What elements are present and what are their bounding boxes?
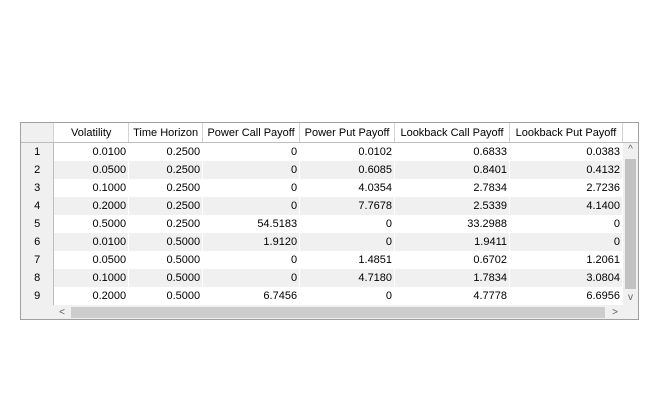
table-cell[interactable]: 54.5183: [202, 215, 301, 233]
table-cell[interactable]: 0: [509, 233, 623, 251]
row-header[interactable]: 5: [21, 215, 55, 233]
table-cell[interactable]: 0.5000: [128, 287, 204, 305]
table-cell[interactable]: 1.7834: [394, 269, 510, 287]
table-row[interactable]: 5 0.5000 0.2500 54.5183 0 33.2988 0: [21, 215, 623, 233]
table-cell[interactable]: 0.5000: [128, 269, 204, 287]
vertical-scroll-thumb[interactable]: [625, 159, 636, 289]
table-cell[interactable]: 0.8401: [394, 161, 510, 179]
row-header[interactable]: 4: [21, 197, 55, 215]
chevron-left-icon[interactable]: <: [59, 307, 65, 318]
table-cell[interactable]: 0.2500: [128, 179, 204, 197]
chevron-right-icon[interactable]: >: [612, 307, 618, 318]
horizontal-scroll-thumb[interactable]: [71, 307, 605, 318]
row-header[interactable]: 6: [21, 233, 55, 251]
table-cell[interactable]: 0.1000: [53, 179, 130, 197]
table-cell[interactable]: 0.5000: [128, 233, 204, 251]
table-cell[interactable]: 0: [299, 233, 396, 251]
table-cell[interactable]: 0: [509, 215, 623, 233]
table-cell[interactable]: 0: [202, 142, 301, 161]
table-cell[interactable]: 0.2500: [128, 161, 204, 179]
table-cell[interactable]: 0.0500: [53, 161, 130, 179]
table-cell[interactable]: 0.2500: [128, 142, 204, 161]
row-header[interactable]: 3: [21, 179, 55, 197]
table-cell[interactable]: 0.6702: [394, 251, 510, 269]
column-header-power-put-payoff[interactable]: Power Put Payoff: [299, 123, 396, 143]
table-cell[interactable]: 0: [299, 287, 396, 305]
table-cell[interactable]: 0.5000: [53, 215, 130, 233]
table-row[interactable]: 4 0.2000 0.2500 0 7.7678 2.5339 4.1400: [21, 197, 623, 215]
table-cell[interactable]: 0.0100: [53, 142, 130, 161]
row-header[interactable]: 8: [21, 269, 55, 287]
table-cell[interactable]: 1.9120: [202, 233, 301, 251]
table-cell[interactable]: 1.4851: [299, 251, 396, 269]
table-cell[interactable]: 0: [202, 197, 301, 215]
table-cell[interactable]: 0.2500: [128, 215, 204, 233]
header-row: Volatility Time Horizon Power Call Payof…: [21, 123, 623, 143]
table-cell[interactable]: 2.7834: [394, 179, 510, 197]
table-cell[interactable]: 7.7678: [299, 197, 396, 215]
table-row[interactable]: 6 0.0100 0.5000 1.9120 0 1.9411 0: [21, 233, 623, 251]
table-cell[interactable]: 33.2988: [394, 215, 510, 233]
table-cell[interactable]: 3.0804: [509, 269, 623, 287]
table-cell[interactable]: 0.2500: [128, 197, 204, 215]
row-header[interactable]: 2: [21, 161, 55, 179]
table-cell[interactable]: 1.9411: [394, 233, 510, 251]
table-cell[interactable]: 0.0100: [53, 233, 130, 251]
table-cell[interactable]: 0.4132: [509, 161, 623, 179]
column-header-power-call-payoff[interactable]: Power Call Payoff: [202, 123, 301, 143]
table-cell[interactable]: 4.1400: [509, 197, 623, 215]
table-row[interactable]: 3 0.1000 0.2500 0 4.0354 2.7834 2.7236: [21, 179, 623, 197]
table-cell[interactable]: 0: [202, 251, 301, 269]
table-cell[interactable]: 4.0354: [299, 179, 396, 197]
table-row[interactable]: 9 0.2000 0.5000 6.7456 0 4.7778 6.6956: [21, 287, 623, 305]
table-grid: Volatility Time Horizon Power Call Payof…: [21, 123, 623, 305]
table-cell[interactable]: 0.6085: [299, 161, 396, 179]
horizontal-scrollbar[interactable]: < >: [21, 305, 623, 319]
scrollbar-row-header-spacer: [21, 305, 54, 319]
column-header-lookback-put-payoff[interactable]: Lookback Put Payoff: [509, 123, 623, 143]
table-cell[interactable]: 0.2000: [53, 197, 130, 215]
scrollbar-header-spacer: [623, 123, 638, 143]
table-cell[interactable]: 0.5000: [128, 251, 204, 269]
table-cell[interactable]: 1.2061: [509, 251, 623, 269]
table-row[interactable]: 8 0.1000 0.5000 0 4.7180 1.7834 3.0804: [21, 269, 623, 287]
table-row[interactable]: 1 0.0100 0.2500 0 0.0102 0.6833 0.0383: [21, 142, 623, 161]
data-table: Volatility Time Horizon Power Call Payof…: [20, 122, 639, 320]
vertical-scrollbar[interactable]: ^ v: [623, 143, 638, 305]
table-row[interactable]: 2 0.0500 0.2500 0 0.6085 0.8401 0.4132: [21, 161, 623, 179]
row-header[interactable]: 1: [21, 142, 55, 161]
table-cell[interactable]: 0.2000: [53, 287, 130, 305]
row-header[interactable]: 7: [21, 251, 55, 269]
table-cell[interactable]: 0.6833: [394, 142, 510, 161]
table-cell[interactable]: 0.0383: [509, 142, 623, 161]
table-cell[interactable]: 0.0102: [299, 142, 396, 161]
column-header-lookback-call-payoff[interactable]: Lookback Call Payoff: [394, 123, 510, 143]
table-cell[interactable]: 6.6956: [509, 287, 623, 305]
table-cell[interactable]: 6.7456: [202, 287, 301, 305]
table-cell[interactable]: 0: [202, 179, 301, 197]
table-cell[interactable]: 2.5339: [394, 197, 510, 215]
corner-header[interactable]: [21, 123, 55, 143]
table-cell[interactable]: 4.7778: [394, 287, 510, 305]
column-header-volatility[interactable]: Volatility: [53, 123, 130, 143]
table-row[interactable]: 7 0.0500 0.5000 0 1.4851 0.6702 1.2061: [21, 251, 623, 269]
table: Volatility Time Horizon Power Call Payof…: [21, 123, 623, 305]
scrollbar-corner: [623, 305, 638, 319]
chevron-down-icon[interactable]: v: [628, 292, 633, 303]
table-cell[interactable]: 4.7180: [299, 269, 396, 287]
table-cell[interactable]: 0: [202, 269, 301, 287]
table-cell[interactable]: 0.1000: [53, 269, 130, 287]
row-header[interactable]: 9: [21, 287, 55, 305]
table-cell[interactable]: 0: [299, 215, 396, 233]
table-cell[interactable]: 2.7236: [509, 179, 623, 197]
table-cell[interactable]: 0: [202, 161, 301, 179]
table-cell[interactable]: 0.0500: [53, 251, 130, 269]
column-header-time-horizon[interactable]: Time Horizon: [128, 123, 204, 143]
chevron-up-icon[interactable]: ^: [628, 144, 633, 155]
